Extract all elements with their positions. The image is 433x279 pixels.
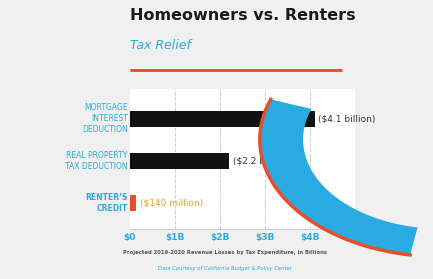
Text: REAL PROPERTY
TAX DEDUCTION: REAL PROPERTY TAX DEDUCTION <box>65 151 128 171</box>
Bar <box>130 111 314 127</box>
Text: Data Courtesy of California Budget & Policy Center: Data Courtesy of California Budget & Pol… <box>158 266 292 271</box>
Text: Tax Relief: Tax Relief <box>130 39 191 52</box>
Bar <box>130 195 136 211</box>
Text: MORTGAGE
INTEREST
DEDUCTION: MORTGAGE INTEREST DEDUCTION <box>82 103 128 134</box>
Text: RENTER’S
CREDIT: RENTER’S CREDIT <box>85 193 128 213</box>
Text: ($2.2 billion): ($2.2 billion) <box>233 157 290 166</box>
Text: ($4.1 billion): ($4.1 billion) <box>318 114 375 123</box>
Polygon shape <box>260 99 417 255</box>
Text: Homeowners vs. Renters: Homeowners vs. Renters <box>130 8 355 23</box>
Text: Projected 2019-2020 Revenue Losses by Tax Expenditure, in Billions: Projected 2019-2020 Revenue Losses by Ta… <box>123 250 327 255</box>
Text: ($140 million): ($140 million) <box>140 199 203 208</box>
Bar <box>130 153 229 169</box>
